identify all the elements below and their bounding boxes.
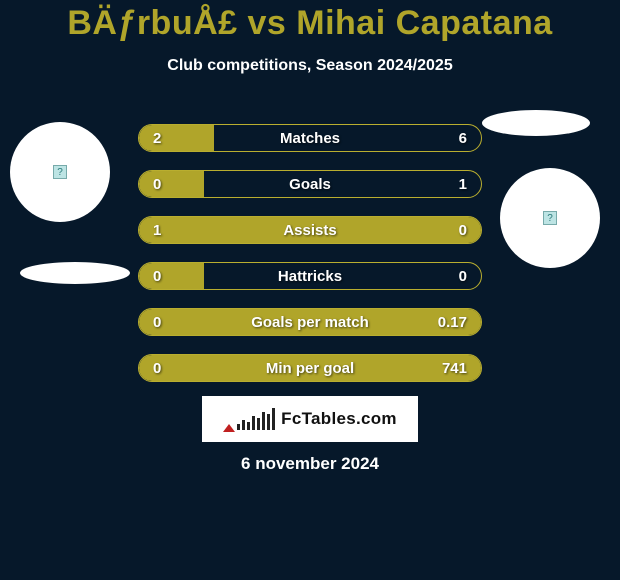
placeholder-icon — [543, 211, 557, 225]
stat-label: Hattricks — [139, 263, 481, 289]
stat-label: Assists — [139, 217, 481, 243]
comparison-infographic: BÄƒrbuÅ£ vs Mihai Capatana Club competit… — [0, 0, 620, 580]
stat-bar: 1 Assists 0 — [138, 216, 482, 244]
stat-label: Goals — [139, 171, 481, 197]
stat-right-value: 0 — [459, 217, 467, 243]
stat-bars: 2 Matches 6 0 Goals 1 1 Assists 0 0 Hatt… — [138, 124, 482, 400]
page-subtitle: Club competitions, Season 2024/2025 — [0, 57, 620, 75]
player-right-avatar — [500, 168, 600, 268]
stat-bar: 0 Goals 1 — [138, 170, 482, 198]
stat-right-value: 741 — [442, 355, 467, 381]
stat-bar: 0 Min per goal 741 — [138, 354, 482, 382]
logo-bars-icon — [223, 408, 275, 430]
avatar-shadow — [20, 262, 130, 284]
avatar-shadow — [482, 110, 590, 136]
stat-bar: 0 Goals per match 0.17 — [138, 308, 482, 336]
date-label: 6 november 2024 — [0, 454, 620, 474]
stat-bar: 2 Matches 6 — [138, 124, 482, 152]
stat-right-value: 6 — [459, 125, 467, 151]
stat-right-value: 0 — [459, 263, 467, 289]
player-left-avatar — [10, 122, 110, 222]
stat-label: Matches — [139, 125, 481, 151]
stat-right-value: 0.17 — [438, 309, 467, 335]
placeholder-icon — [53, 165, 67, 179]
stat-right-value: 1 — [459, 171, 467, 197]
player-right — [500, 168, 600, 268]
stat-label: Goals per match — [139, 309, 481, 335]
stat-bar: 0 Hattricks 0 — [138, 262, 482, 290]
fctables-logo: FcTables.com — [202, 396, 418, 442]
stat-label: Min per goal — [139, 355, 481, 381]
player-left — [10, 122, 130, 284]
page-title: BÄƒrbuÅ£ vs Mihai Capatana — [0, 0, 620, 43]
logo-text: FcTables.com — [281, 409, 397, 429]
